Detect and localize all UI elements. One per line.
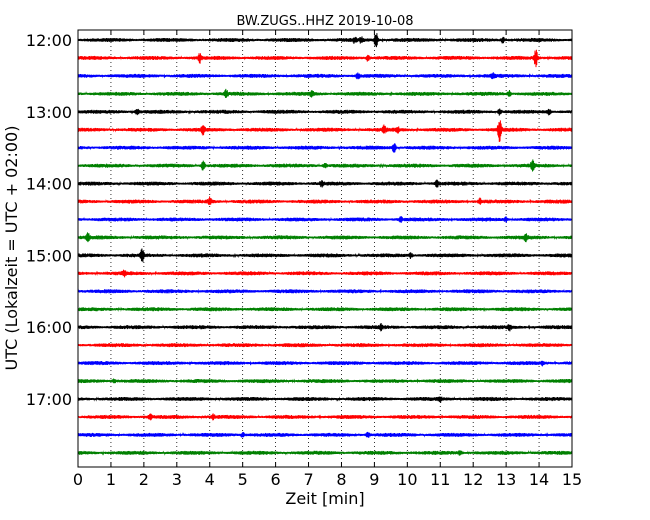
x-tick-label: 3 xyxy=(172,470,182,489)
trace-15:15 xyxy=(77,269,573,278)
trace-13:30 xyxy=(77,143,573,153)
x-tick-label: 4 xyxy=(205,470,215,489)
x-tick-label: 7 xyxy=(303,470,313,489)
y-tick-label: 17:00 xyxy=(26,390,72,409)
y-axis-label: UTC (Lokalzeit = UTC + 02:00) xyxy=(2,126,21,371)
x-tick-label: 14 xyxy=(529,470,549,489)
trace-12:30 xyxy=(77,72,573,80)
trace-17:45 xyxy=(77,449,573,456)
trace-15:45 xyxy=(77,306,573,312)
y-tick-label: 15:00 xyxy=(26,246,72,265)
trace-17:30 xyxy=(77,431,573,438)
trace-12:15 xyxy=(77,49,573,68)
x-tick-label: 15 xyxy=(562,470,582,489)
trace-16:00 xyxy=(77,323,573,332)
trace-17:00 xyxy=(77,396,573,403)
trace-12:00 xyxy=(77,33,573,48)
x-tick-label: 2 xyxy=(139,470,149,489)
x-tick-label: 5 xyxy=(238,470,248,489)
x-tick-label: 6 xyxy=(271,470,281,489)
y-tick-label: 14:00 xyxy=(26,175,72,194)
trace-14:15 xyxy=(77,196,573,205)
y-tick-label: 16:00 xyxy=(26,318,72,337)
x-tick-label: 10 xyxy=(397,470,417,489)
trace-13:15 xyxy=(77,120,573,143)
x-tick-label: 0 xyxy=(73,470,83,489)
x-tick-label: 13 xyxy=(496,470,516,489)
trace-12:45 xyxy=(77,88,573,99)
chart-title: BW.ZUGS..HHZ 2019-10-08 xyxy=(236,14,413,29)
x-tick-label: 12 xyxy=(463,470,483,489)
y-tick-label: 13:00 xyxy=(26,103,72,122)
trace-14:00 xyxy=(77,179,573,188)
trace-15:00 xyxy=(77,248,573,263)
x-tick-label: 1 xyxy=(106,470,116,489)
tick-layer: 0 1 2 3 4 5 6 7 8 9 10 11 12 13 14 1512:0013:0014:0015:… xyxy=(26,30,582,489)
x-tick-label: 11 xyxy=(430,470,450,489)
y-tick-label: 12:00 xyxy=(26,31,72,50)
x-axis-label: Zeit [min] xyxy=(285,489,364,508)
trace-16:30 xyxy=(77,360,573,367)
grid-layer xyxy=(110,30,540,467)
x-tick-label: 8 xyxy=(336,470,346,489)
trace-14:30 xyxy=(77,216,573,223)
trace-15:30 xyxy=(77,288,573,294)
trace-13:00 xyxy=(77,108,573,116)
trace-14:45 xyxy=(77,232,573,243)
plot-frame xyxy=(77,29,573,468)
trace-16:15 xyxy=(77,342,573,348)
trace-17:15 xyxy=(77,413,573,421)
trace-16:45 xyxy=(77,378,573,384)
x-tick-label: 9 xyxy=(369,470,379,489)
trace-13:45 xyxy=(77,159,573,172)
trace-layer xyxy=(77,33,573,456)
